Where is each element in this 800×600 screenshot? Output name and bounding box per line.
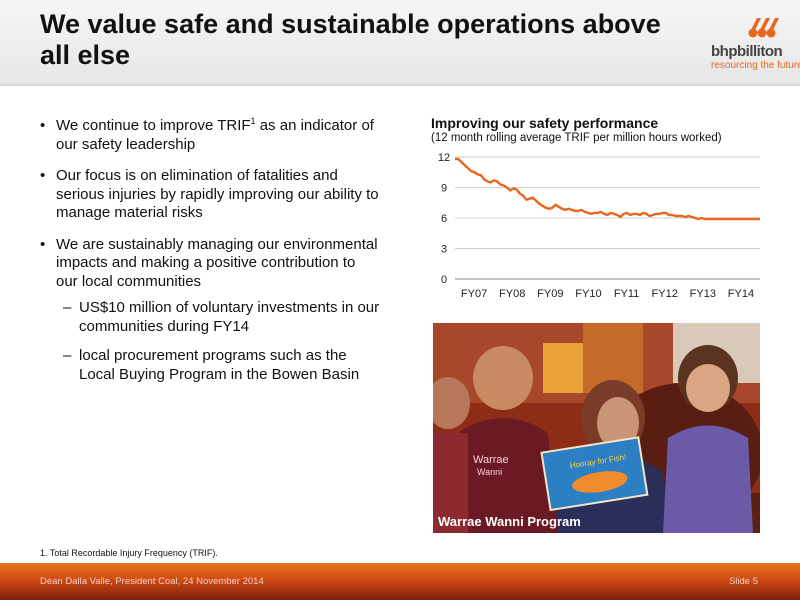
trif-series-line xyxy=(455,157,760,221)
bullet-text-continued: as an indicator of our safety leadership xyxy=(56,117,374,153)
logo-wordmark: bhpbilliton xyxy=(711,43,783,60)
bullet-item: • Our focus is on elimination of fatalit… xyxy=(40,167,380,223)
x-tick-label: FY07 xyxy=(461,288,487,300)
x-tick-label: FY08 xyxy=(499,288,525,300)
sub-bullet-dash: – xyxy=(63,299,72,316)
x-tick-label: FY09 xyxy=(537,288,563,300)
company-logo: bhpbilliton resourcing the future xyxy=(700,14,800,74)
sub-bullet-text: local procurement programs such as the L… xyxy=(79,347,360,383)
svg-text:Warrae: Warrae xyxy=(473,454,509,466)
trif-line-chart: 0 3 6 9 12 FY07 FY08 FY09 FY10 FY11 FY12 FY13 FY14 xyxy=(438,152,760,300)
y-tick-label: 6 xyxy=(441,213,447,225)
sub-bullet-dash: – xyxy=(63,347,72,364)
x-tick-label: FY14 xyxy=(728,288,754,300)
chart-title: Improving our safety performance xyxy=(431,115,659,131)
bullet-text: Our focus is on elimination of fatalitie… xyxy=(56,167,379,221)
sub-bullet-item: – local procurement programs such as the… xyxy=(40,347,380,384)
y-tick-label: 12 xyxy=(438,152,450,164)
bullet-dot: • xyxy=(40,235,46,253)
bullet-item: • We continue to improve TRIF1 as an ind… xyxy=(40,117,380,154)
x-tick-label: FY12 xyxy=(652,288,678,300)
x-tick-label: FY11 xyxy=(614,288,639,300)
bullet-dot: • xyxy=(40,117,46,134)
slide-title: We value safe and sustainable operations… xyxy=(40,9,661,70)
chart-subtitle: (12 month rolling average TRIF per milli… xyxy=(431,132,722,144)
community-photo: Warrae Wanni Hooray for Fish! xyxy=(433,323,760,533)
bullet-list: • We continue to improve TRIF1 as an ind… xyxy=(40,117,380,395)
sub-bullet-item: – US$10 million of voluntary investments… xyxy=(40,299,380,336)
slide-number: Slide 5 xyxy=(728,576,758,587)
footer-presenter: Dean Dalla Valle, President Coal, 24 Nov… xyxy=(40,576,264,587)
slide-header xyxy=(0,0,800,84)
photo-caption: Warrae Wanni Program xyxy=(438,514,581,529)
bullet-item: • We are sustainably managing our enviro… xyxy=(40,236,380,292)
x-tick-label: FY10 xyxy=(575,288,601,300)
svg-text:Wanni: Wanni xyxy=(477,467,502,477)
footnote-marker: 1 xyxy=(250,116,256,126)
bullet-text: We continue to improve TRIF xyxy=(56,117,251,134)
y-tick-label: 9 xyxy=(441,183,447,195)
footnote: 1. Total Recordable Injury Frequency (TR… xyxy=(40,548,218,558)
bullet-dot: • xyxy=(40,167,46,184)
x-tick-label: FY13 xyxy=(690,288,716,300)
y-tick-label: 0 xyxy=(441,274,447,286)
bullet-text: We are sustainably managing our environm… xyxy=(56,235,378,290)
header-divider xyxy=(0,84,800,86)
slide-footer xyxy=(0,563,800,600)
logo-tagline: resourcing the future xyxy=(711,60,800,71)
y-tick-label: 3 xyxy=(441,244,447,256)
sub-bullet-text: US$10 million of voluntary investments i… xyxy=(79,299,380,335)
children-reading-photo: Warrae Wanni Hooray for Fish! xyxy=(433,323,760,533)
bhp-logo-mark-icon xyxy=(748,18,779,38)
